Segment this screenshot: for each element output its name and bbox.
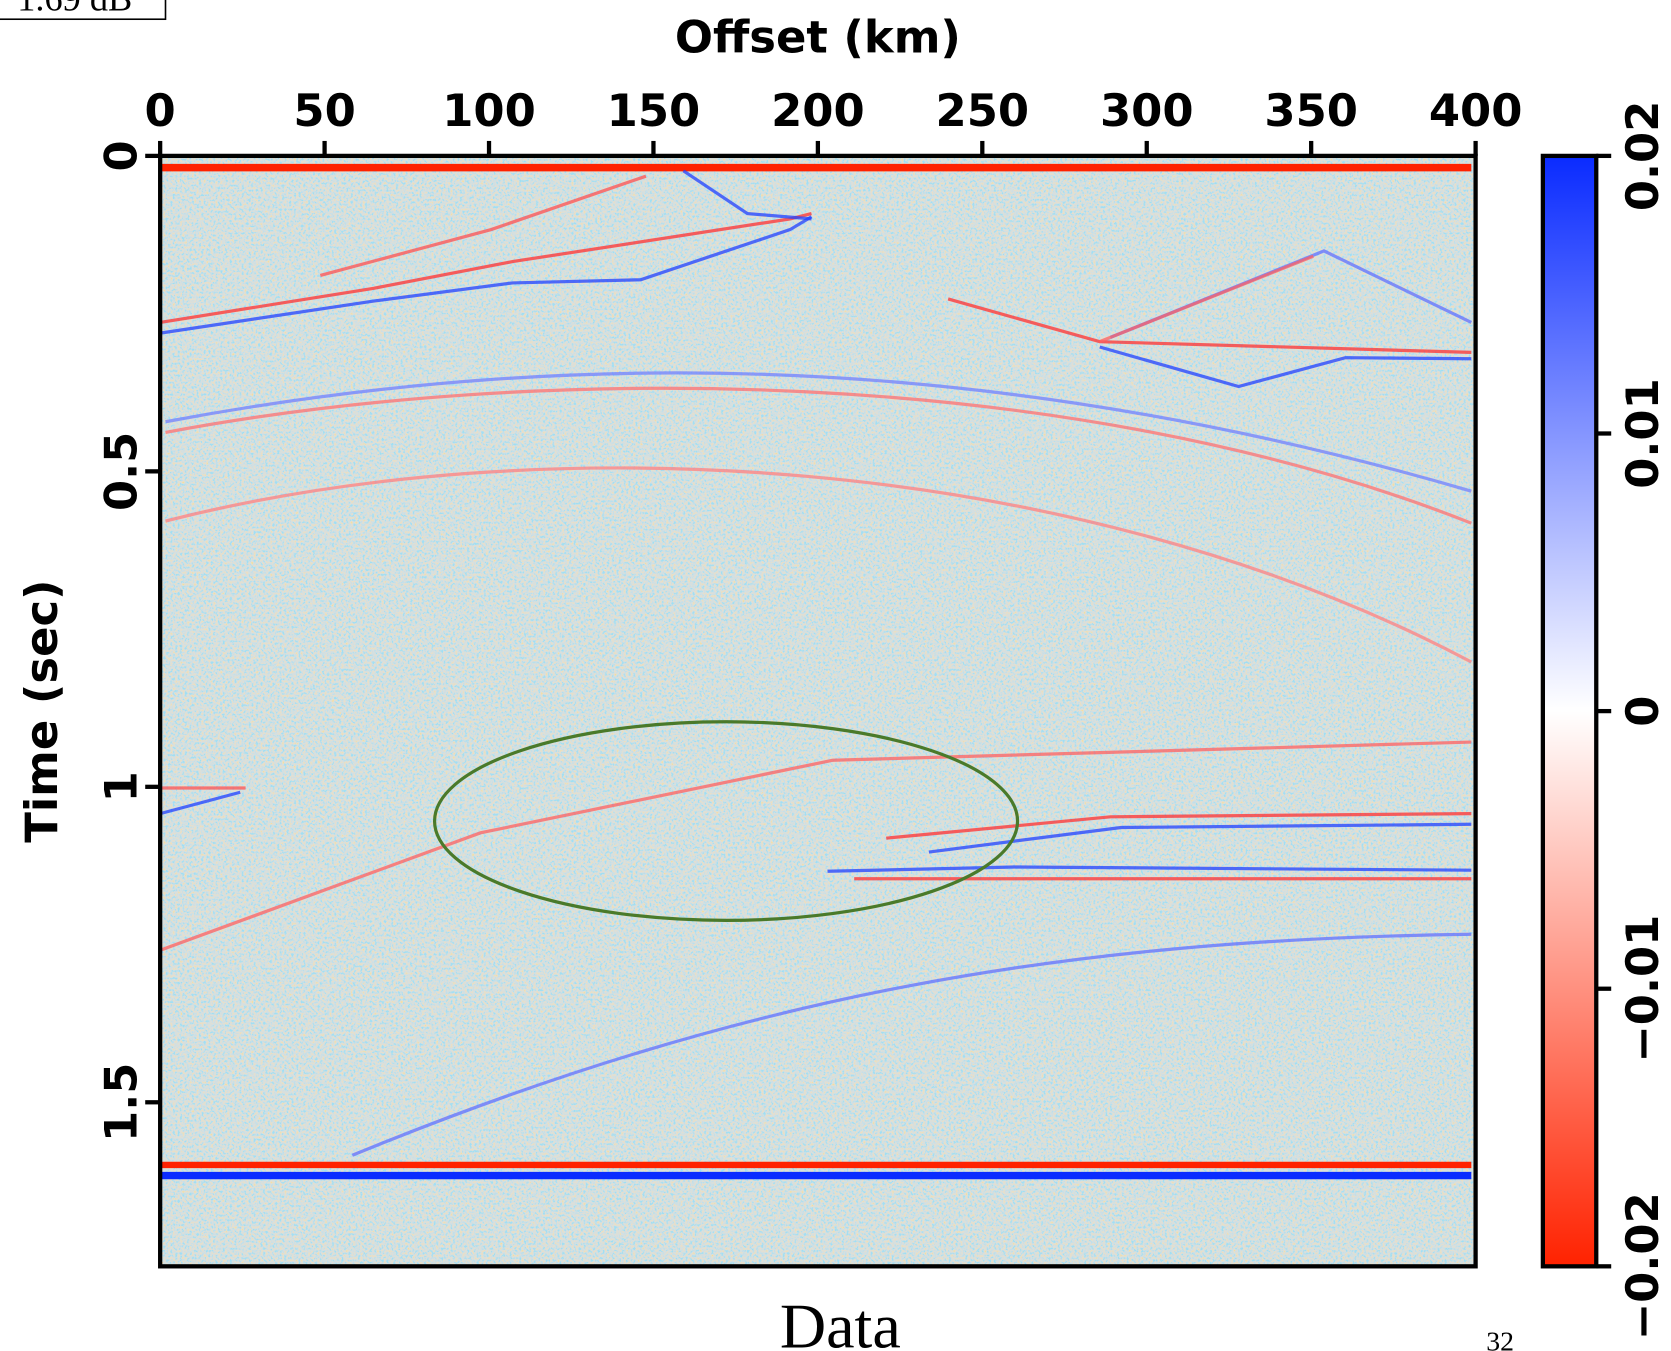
x-axis-label: Offset (km) bbox=[675, 11, 961, 64]
page-number: 32 bbox=[1486, 1327, 1514, 1351]
x-tick-label: 100 bbox=[442, 84, 536, 137]
y-tick-label: 0 bbox=[95, 140, 148, 171]
colorbar-tick-label: −0.01 bbox=[1616, 915, 1669, 1063]
x-tick-label: 400 bbox=[1429, 84, 1523, 137]
y-tick-label: 1.5 bbox=[95, 1063, 148, 1142]
annotation-box bbox=[0, 0, 167, 21]
seismic-image bbox=[159, 155, 1476, 1267]
chart-title: Data bbox=[780, 1290, 901, 1351]
colorbar-tick-label: 0.01 bbox=[1616, 378, 1669, 489]
x-tick-label: 50 bbox=[293, 84, 355, 137]
y-axis-label: Time (sec) bbox=[15, 579, 68, 842]
x-tick-label: 300 bbox=[1100, 84, 1194, 137]
y-tick-label: 1 bbox=[95, 771, 148, 802]
x-tick-label: 350 bbox=[1264, 84, 1358, 137]
annotation: 1.69 dB bbox=[17, 0, 132, 19]
colorbar-tick-label: −0.02 bbox=[1616, 1192, 1669, 1340]
colorbar-tick-label: 0 bbox=[1616, 696, 1669, 727]
x-tick-label: 200 bbox=[771, 84, 865, 137]
colorbar-tick-label: 0.02 bbox=[1616, 101, 1669, 212]
x-tick-label: 250 bbox=[936, 84, 1030, 137]
y-tick-label: 0.5 bbox=[95, 432, 148, 511]
colorbar bbox=[1542, 155, 1597, 1267]
x-tick-label: 0 bbox=[145, 84, 176, 137]
x-tick-label: 150 bbox=[607, 84, 701, 137]
